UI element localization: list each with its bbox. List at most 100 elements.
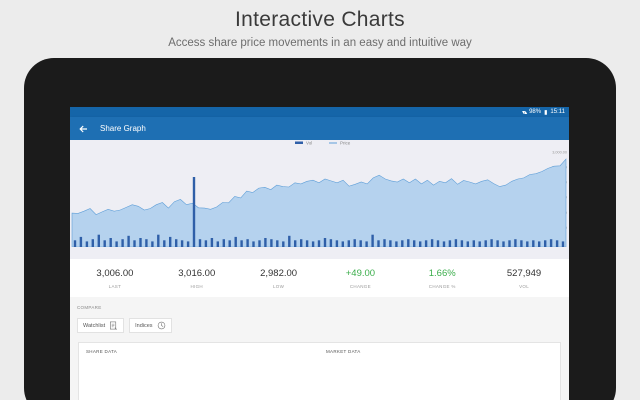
volume-bar (454, 239, 458, 247)
volume-bar (282, 241, 285, 247)
share-data-heading: SHARE DATA (86, 349, 118, 354)
stat-value: 1.66% (428, 267, 456, 279)
stat-high: 3,016.00 HIGH (156, 259, 238, 297)
volume-bar (85, 241, 89, 247)
volume-bar (139, 238, 142, 247)
stat-label: VOL (519, 283, 529, 289)
stat-value: 2,982.00 (260, 267, 298, 279)
legend-price-label: Price (340, 141, 351, 146)
volume-bar (317, 240, 321, 247)
volume-bar (192, 177, 196, 247)
volume-bar (365, 241, 368, 247)
promo-subtitle: Access share price movements in an easy … (168, 37, 472, 49)
volume-bar (169, 236, 172, 247)
volume-bar (436, 240, 440, 247)
volume-bar (234, 236, 237, 247)
volume-bar (353, 239, 356, 247)
clock: 15:11 (550, 109, 565, 115)
volume-bar (407, 239, 410, 247)
app-bar: Share Graph (70, 117, 569, 140)
stat-low: 2,982.00 LOW (238, 259, 320, 297)
volume-bar (508, 240, 511, 247)
volume-bar (240, 240, 243, 247)
legend-vol-label: Vol (306, 141, 312, 146)
volume-bar (127, 235, 130, 247)
volume-bar (532, 240, 535, 247)
volume-bar (496, 240, 499, 247)
volume-bar (252, 241, 255, 247)
watchlist-button[interactable]: Watchlist (77, 318, 125, 333)
volume-bar (133, 240, 136, 247)
volume-bar (198, 239, 202, 247)
chart-legend: Vol Price (295, 141, 351, 146)
volume-bar (115, 241, 118, 247)
volume-bar (180, 240, 184, 247)
volume-bar (216, 241, 219, 247)
volume-bar (389, 240, 392, 247)
promo-title: Interactive Charts (235, 8, 405, 31)
volume-bar (91, 239, 94, 247)
volume-bar (264, 238, 267, 247)
y-tick-label: 3,000.00 (552, 150, 567, 154)
volume-bar (544, 240, 547, 247)
volume-bar (294, 240, 297, 247)
indices-button[interactable]: Indices (129, 318, 172, 333)
volume-bar (228, 240, 231, 247)
volume-bar (151, 241, 154, 247)
volume-bar (157, 234, 160, 247)
volume-bar (478, 241, 481, 247)
volume-bar (204, 240, 208, 247)
signal-icon: ▾▴ (522, 109, 527, 116)
volume-bar (383, 239, 386, 247)
compare-label: COMPARE (77, 305, 102, 310)
watchlist-icon (110, 321, 118, 330)
volume-bar (561, 241, 565, 247)
arrow-left-icon[interactable] (70, 125, 96, 133)
legend-vol-swatch (295, 141, 303, 144)
volume-bar (276, 240, 279, 247)
volume-bar (472, 240, 475, 247)
volume-bar (549, 239, 553, 247)
stat-label: LOW (272, 283, 285, 289)
volume-bar (145, 239, 148, 247)
volume-bar (300, 239, 303, 247)
battery-icon: ▮ (544, 109, 548, 116)
volume-bar (490, 239, 493, 247)
volume-bar (359, 240, 362, 247)
tablet-screen: ▾▴ 98% ▮ 15:11 Share Graph Vol Price 3,0… (70, 107, 569, 400)
volume-bar (270, 239, 273, 247)
stat-last: 3,006.00 LAST (74, 259, 156, 297)
volume-bar (305, 240, 309, 247)
indices-label: Indices (135, 322, 153, 329)
status-bar: ▾▴ 98% ▮ 15:11 (70, 107, 569, 117)
stat-value: 3,016.00 (178, 267, 216, 279)
stat-label: CHANGE % (428, 283, 456, 289)
market-data-heading: MARKET DATA (326, 349, 361, 354)
volume-bar (514, 239, 517, 247)
volume-bar (460, 240, 464, 247)
page-title: Share Graph (100, 124, 146, 133)
indices-icon (157, 321, 165, 330)
volume-bar (520, 240, 523, 247)
volume-bar (329, 239, 333, 247)
price-stats: 3,006.00 LAST 3,016.00 HIGH 2,982.00 LOW… (70, 259, 569, 297)
volume-bar (424, 240, 428, 247)
volume-bar (526, 241, 529, 247)
volume-bar (186, 241, 190, 247)
volume-bar (210, 238, 214, 247)
volume-bar (97, 234, 100, 247)
volume-bar (311, 241, 315, 247)
stat-value: +49.00 (345, 267, 376, 279)
volume-bar (109, 238, 112, 247)
stat-change: +49.00 CHANGE (319, 259, 401, 297)
stat-value: 527,949 (506, 267, 542, 279)
volume-bar (448, 240, 452, 247)
volume-bar (466, 241, 469, 247)
compare-section: COMPARE Watchlist Indices SHARE DATA MAR… (70, 297, 569, 400)
volume-bar (79, 236, 83, 247)
volume-bars (73, 177, 565, 247)
volume-bar (377, 240, 380, 247)
volume-bar (347, 240, 350, 247)
volume-bar (555, 240, 559, 247)
volume-bar (502, 241, 505, 247)
